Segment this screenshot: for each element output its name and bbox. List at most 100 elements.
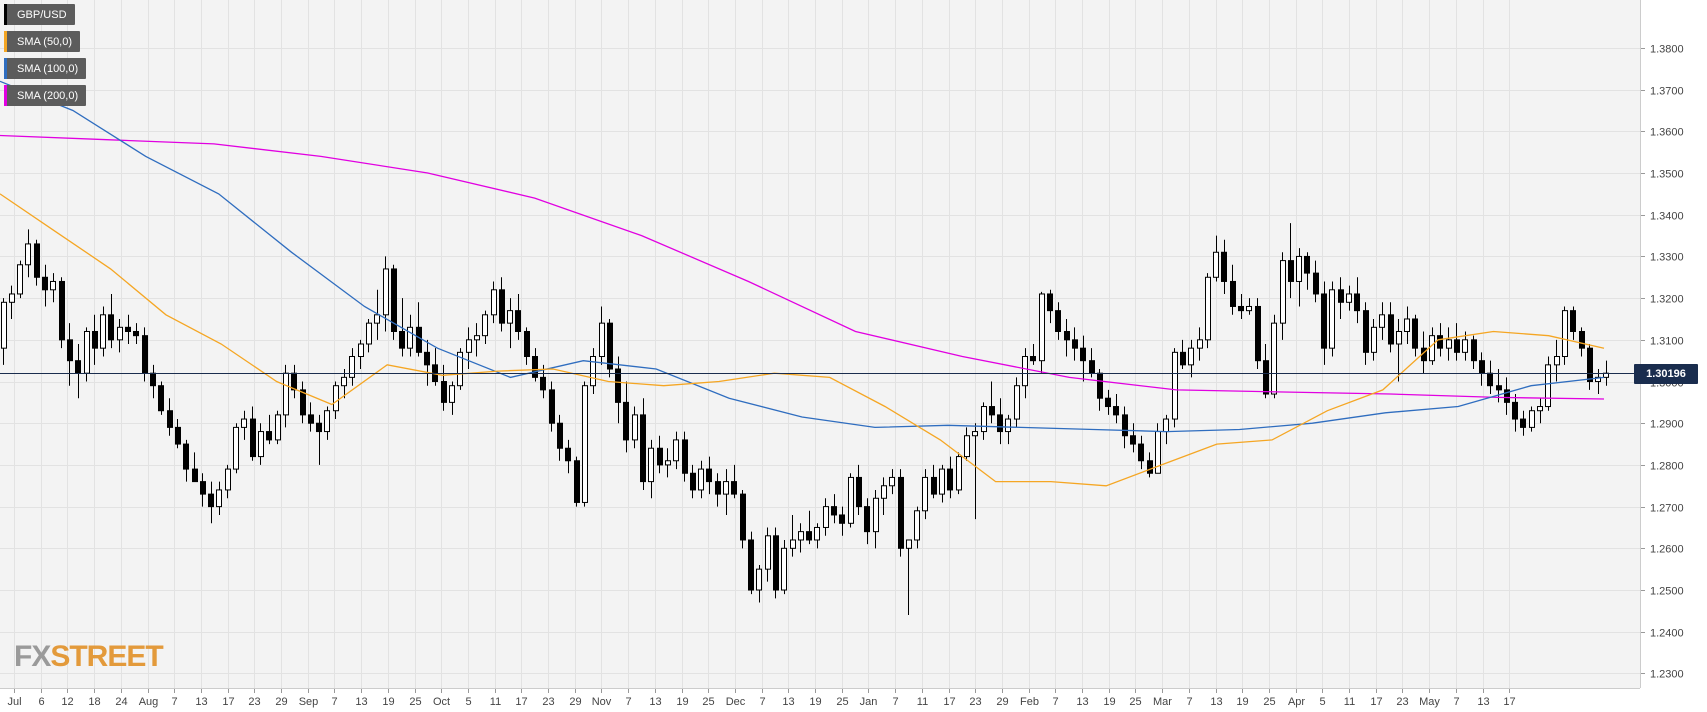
candle-body-down	[1454, 339, 1460, 353]
legend-item-gbpusd[interactable]: GBP/USD	[4, 4, 75, 25]
candle-body-up	[507, 310, 513, 324]
candle-body-down	[300, 389, 306, 416]
candle-body-down	[1487, 372, 1493, 387]
x-tick-label: 13	[649, 696, 661, 708]
x-tick-label: 19	[1236, 696, 1248, 708]
sma-100-line	[0, 80, 1605, 433]
candle-body-down	[864, 506, 870, 533]
candle-body-down	[1097, 372, 1103, 399]
x-tick-label: 7	[331, 696, 337, 708]
candle-body-down	[1180, 351, 1186, 366]
candle-body-down	[391, 268, 397, 332]
y-tick-label: 1.2800	[1650, 461, 1684, 473]
y-tick-label: 1.2600	[1650, 544, 1684, 556]
candle-body-up	[723, 481, 729, 495]
candle-body-up	[241, 418, 247, 428]
candle-body-down	[898, 476, 904, 549]
candle-body-down	[75, 360, 81, 374]
candle-body-down	[67, 339, 73, 362]
legend-item-sma100[interactable]: SMA (100,0)	[4, 58, 87, 79]
candlesticks	[1, 223, 1609, 616]
candle-body-up	[1529, 410, 1535, 428]
candle-body-down	[250, 418, 256, 458]
candle-body-down	[1579, 330, 1585, 349]
candle-body-up	[1537, 406, 1543, 412]
moving-averages	[0, 80, 1605, 487]
candle-body-up	[1329, 289, 1335, 349]
candle-body-up	[1346, 293, 1352, 303]
x-tick-label: 25	[1129, 696, 1141, 708]
y-tick-label: 1.3200	[1650, 294, 1684, 306]
x-tick-label: 29	[275, 696, 287, 708]
y-axis: 1.2300 1.2400 1.2500 1.2600 1.2700 1.2800 1.29…	[1640, 44, 1684, 681]
current-price-tag: 1.30196	[1634, 364, 1698, 384]
candle-body-down	[1113, 406, 1119, 416]
candle-body-down	[125, 326, 131, 332]
candle-body-up	[790, 539, 796, 549]
candle-body-up	[1446, 339, 1452, 349]
candle-body-down	[731, 481, 737, 495]
legend-swatch	[4, 4, 7, 25]
y-tick-label: 1.3500	[1650, 169, 1684, 181]
candle-body-up	[225, 468, 231, 491]
x-tick-label: 18	[88, 696, 100, 708]
legend-item-sma200[interactable]: SMA (200,0)	[4, 85, 87, 106]
candle-body-up	[632, 414, 638, 441]
candle-body-down	[1064, 330, 1070, 341]
legend-label: SMA (200,0)	[17, 89, 79, 102]
x-axis: Jul 6 12 18 24 Aug 7 13 17 23 29 Sep 7 13 19 25 Oct 5 11 17…	[7, 688, 1516, 708]
candle-body-down	[540, 376, 546, 391]
x-tick-label: 17	[1503, 696, 1515, 708]
candle-body-up	[1246, 305, 1252, 312]
candle-body-up	[981, 406, 987, 433]
y-tick-label: 1.2900	[1650, 419, 1684, 431]
x-tick-label: Aug	[139, 696, 159, 708]
x-tick-label: Jul	[7, 696, 21, 708]
candle-body-up	[275, 414, 281, 441]
candle-body-up	[258, 431, 264, 458]
y-tick-label: 1.2400	[1650, 628, 1684, 640]
x-tick-label: 11	[490, 696, 501, 708]
candle-body-down	[1313, 272, 1319, 295]
x-tick-label: 7	[1052, 696, 1058, 708]
candle-body-down	[416, 326, 422, 353]
candle-body-up	[1545, 364, 1551, 408]
candle-body-down	[192, 468, 198, 483]
logo-street: STREET	[50, 640, 163, 673]
candle-body-down	[549, 389, 555, 424]
candle-body-up	[449, 385, 455, 403]
x-tick-label: 29	[569, 696, 581, 708]
fxstreet-logo: FXSTREET	[14, 640, 164, 674]
candle-body-up	[1, 301, 7, 349]
legend: GBP/USD SMA (50,0) SMA (100,0) SMA (200,…	[4, 4, 87, 112]
candle-body-down	[1221, 251, 1227, 282]
x-tick-label: 13	[195, 696, 207, 708]
y-tick-label: 1.2300	[1650, 669, 1684, 681]
candle-body-down	[574, 460, 580, 503]
candle-body-down	[623, 401, 629, 441]
candle-body-down	[158, 385, 164, 412]
candle-body-up	[781, 547, 787, 591]
candle-body-down	[607, 322, 613, 370]
candle-body-up	[673, 439, 679, 462]
x-tick-label: 19	[382, 696, 394, 708]
legend-item-sma50[interactable]: SMA (50,0)	[4, 31, 81, 52]
x-tick-label: 19	[1103, 696, 1115, 708]
candle-body-up	[665, 460, 671, 466]
gridlines	[0, 0, 1640, 688]
candle-body-down	[715, 481, 721, 495]
candle-body-up	[1429, 335, 1435, 362]
candle-body-down	[399, 330, 405, 349]
candle-body-down	[997, 414, 1003, 433]
x-tick-label: 7	[1453, 696, 1459, 708]
x-tick-label: 23	[248, 696, 260, 708]
sma-50-line	[0, 193, 1605, 487]
logo-fx: FX	[14, 640, 51, 673]
candle-body-up	[9, 293, 15, 303]
candle-body-down	[1504, 389, 1510, 403]
candle-body-down	[690, 472, 696, 491]
x-tick-label: 5	[465, 696, 471, 708]
candle-body-up	[216, 489, 222, 508]
candle-body-up	[1296, 255, 1302, 282]
x-tick-label: 24	[115, 696, 127, 708]
